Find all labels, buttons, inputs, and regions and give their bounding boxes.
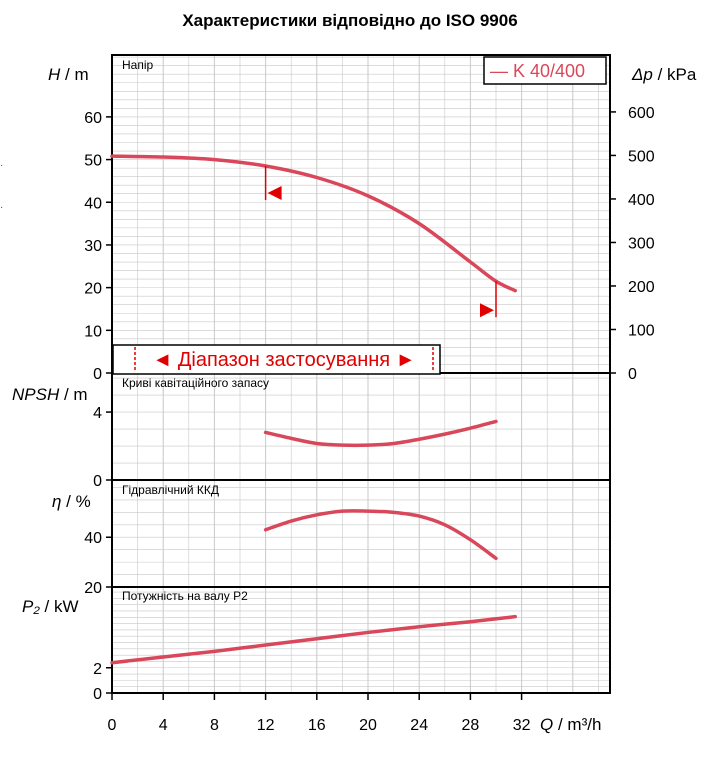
xtick-label: 20: [359, 717, 377, 734]
ylabel-head: H / m: [48, 65, 89, 84]
xtick-label: 28: [462, 717, 480, 734]
ytick-label-head: 0: [93, 366, 102, 383]
xtick-label: 16: [308, 717, 326, 734]
max-flow-limit-arrow: [480, 303, 494, 318]
ytick-label-head: 60: [84, 110, 102, 127]
ytick-label-head: 40: [84, 195, 102, 212]
application-range-box: [112, 344, 441, 375]
ytick-label-right: 400: [628, 192, 655, 209]
curves-layer: [110, 154, 517, 665]
ytick-label-eta: 20: [84, 580, 102, 597]
ytick-label-power: 0: [93, 686, 102, 703]
chart-title: Характеристики відповідно до ISO 9906: [182, 11, 517, 30]
legend-box: [483, 56, 607, 85]
panel-name-eta: Гідравлічний ККД: [122, 483, 219, 497]
ytick-label-npsh: 0: [93, 473, 102, 490]
ytick-label-right: 0: [628, 366, 637, 383]
ylabel-power: P₂ / kW: [22, 597, 79, 616]
xtick-label: 8: [210, 717, 219, 734]
panel-frame-power: [111, 586, 611, 694]
markers-layer: [264, 165, 497, 318]
npsh-curve: [263, 419, 498, 448]
legend-entry-k40-400: — K 40/400: [490, 61, 585, 81]
ytick-label-right: 300: [628, 235, 655, 252]
ytick-label-head: 50: [84, 153, 102, 170]
tick-labels: 0102030405060042040020100200300400500600…: [84, 105, 655, 734]
ytick-label-right: 200: [628, 279, 655, 296]
ytick-label-right: 100: [628, 322, 655, 339]
xtick-label: 12: [257, 717, 275, 734]
xtick-label: 32: [513, 717, 531, 734]
ytick-label-npsh: 4: [93, 405, 102, 422]
ytick-label-head: 20: [84, 281, 102, 298]
xtick-label: 4: [159, 717, 168, 734]
ylabel-eta: η / %: [52, 492, 91, 511]
xlabel: Q / m³/h: [540, 715, 601, 734]
edge-mark-1: ·: [0, 160, 3, 171]
ytick-label-power: 2: [93, 661, 102, 678]
panel-name-head: Напір: [122, 58, 154, 72]
ytick-label-head: 10: [84, 323, 102, 340]
ytick-label-eta: 40: [84, 530, 102, 547]
ytick-label-right: 500: [628, 148, 655, 165]
ylabel-npsh: NPSH / m: [12, 385, 88, 404]
application-range-label: ◄ Діапазон застосування ►: [152, 349, 415, 371]
xtick-label: 24: [410, 717, 428, 734]
min-flow-limit-arrow: [267, 185, 282, 200]
ylabel-head-right: Δp / kPa: [631, 65, 697, 84]
power-curve: [110, 614, 517, 665]
panel-name-power: Потужність на валу P2: [122, 589, 248, 603]
xtick-label: 0: [108, 717, 117, 734]
panel-name-npsh: Криві кавітаційного запасу: [122, 376, 269, 390]
ytick-label-right: 600: [628, 105, 655, 122]
edge-mark-2: ·: [0, 202, 3, 213]
head-curve: [110, 154, 517, 293]
ytick-label-head: 30: [84, 238, 102, 255]
eta-curve: [263, 509, 498, 561]
